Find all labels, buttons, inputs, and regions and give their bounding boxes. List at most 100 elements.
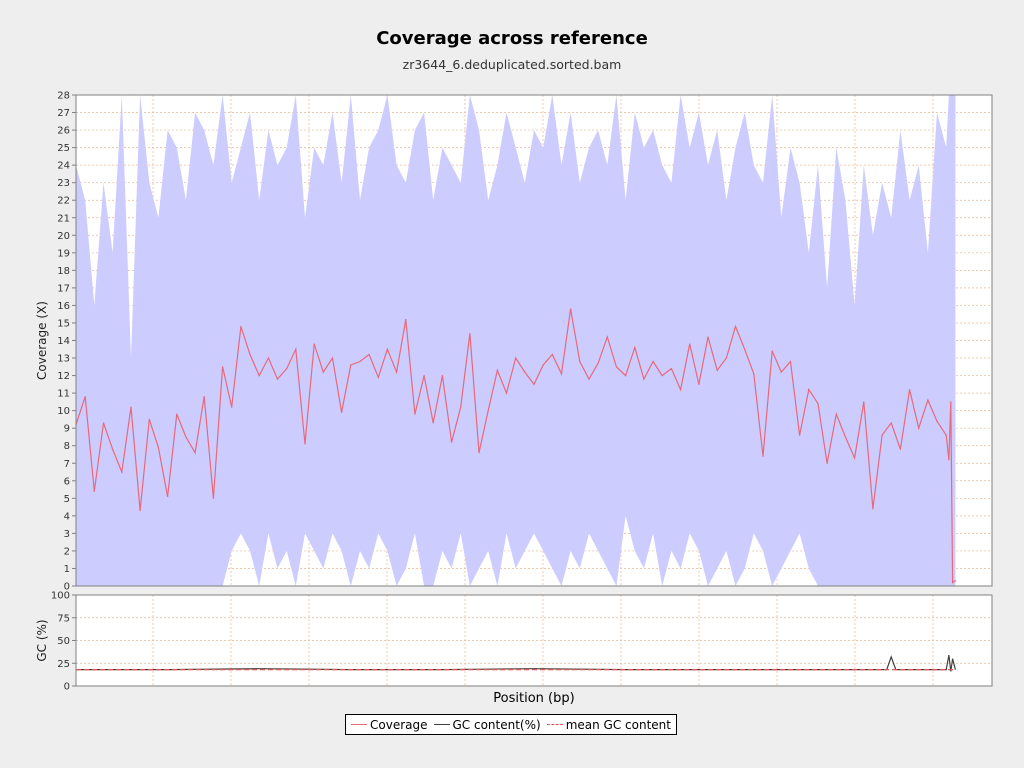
coverage-point	[854, 457, 855, 458]
y-tick-label-coverage: 3	[64, 529, 70, 540]
coverage-point	[891, 422, 892, 423]
coverage-point	[735, 326, 736, 327]
coverage-point	[469, 333, 470, 334]
coverage-point	[149, 419, 150, 420]
coverage-point	[872, 508, 873, 509]
y-tick-label-coverage: 22	[57, 196, 70, 207]
coverage-point	[478, 452, 479, 453]
coverage-point	[85, 396, 86, 397]
coverage-point	[845, 436, 846, 437]
y-tick-label-coverage: 1	[64, 564, 70, 575]
legend-label-mean-gc: mean GC content	[566, 718, 671, 732]
chart-canvas: 0123456789101112131415161718192021222324…	[0, 0, 1024, 768]
y-tick-label-coverage: 16	[57, 301, 70, 312]
coverage-point	[213, 498, 214, 499]
coverage-point	[799, 435, 800, 436]
coverage-point	[634, 347, 635, 348]
coverage-point	[341, 412, 342, 413]
coverage-point	[698, 384, 699, 385]
coverage-point	[332, 357, 333, 358]
y-tick-label-coverage: 23	[57, 178, 70, 189]
coverage-point	[552, 354, 553, 355]
coverage-point	[909, 389, 910, 390]
y-tick-label-coverage: 21	[57, 213, 70, 224]
coverage-point	[753, 373, 754, 374]
coverage-point	[378, 377, 379, 378]
coverage-point	[717, 370, 718, 371]
coverage-point	[387, 349, 388, 350]
coverage-point	[112, 449, 113, 450]
y-tick-label-coverage: 2	[64, 546, 70, 557]
y-tick-label-coverage: 10	[57, 406, 70, 417]
coverage-point	[671, 368, 672, 369]
coverage-point	[103, 422, 104, 423]
y-tick-label-gc: 25	[57, 659, 70, 670]
coverage-point	[369, 354, 370, 355]
coverage-point	[955, 580, 956, 581]
coverage-point	[952, 582, 953, 583]
coverage-point	[543, 364, 544, 365]
y-tick-label-gc: 75	[57, 613, 70, 624]
legend-item-gc: GC content(%)	[434, 718, 541, 732]
y-tick-label-coverage: 6	[64, 476, 70, 487]
legend-label-coverage: Coverage	[370, 718, 428, 732]
coverage-point	[827, 463, 828, 464]
coverage-point	[524, 371, 525, 372]
y-tick-label-gc: 50	[57, 636, 70, 647]
coverage-point	[314, 343, 315, 344]
y-tick-label-coverage: 5	[64, 494, 70, 505]
coverage-point	[231, 407, 232, 408]
legend-item-coverage: Coverage	[351, 718, 428, 732]
y-tick-label-coverage: 14	[57, 336, 70, 347]
y-tick-label-coverage: 12	[57, 371, 70, 382]
coverage-point	[946, 435, 947, 436]
coverage-point	[817, 403, 818, 404]
coverage-point	[707, 336, 708, 337]
coverage-point	[194, 452, 195, 453]
coverage-point	[863, 401, 864, 402]
coverage-point	[744, 349, 745, 350]
coverage-point	[259, 375, 260, 376]
legend-swatch-coverage	[351, 724, 367, 725]
coverage-point	[323, 371, 324, 372]
coverage-point	[277, 378, 278, 379]
coverage-point	[204, 396, 205, 397]
coverage-point	[607, 336, 608, 337]
coverage-point	[781, 371, 782, 372]
legend-item-mean-gc: mean GC content	[547, 718, 671, 732]
coverage-point	[900, 449, 901, 450]
coverage-point	[158, 447, 159, 448]
y-tick-label-coverage: 24	[57, 161, 70, 172]
y-tick-label-coverage: 13	[57, 354, 70, 365]
coverage-point	[689, 343, 690, 344]
coverage-point	[808, 389, 809, 390]
coverage-point	[295, 349, 296, 350]
x-axis-label: Position (bp)	[76, 691, 992, 706]
coverage-point	[662, 375, 663, 376]
coverage-point	[726, 357, 727, 358]
y-tick-label-coverage: 27	[57, 108, 70, 119]
y-tick-label-coverage: 26	[57, 126, 70, 137]
coverage-point	[936, 421, 937, 422]
y-tick-label-coverage: 4	[64, 511, 70, 522]
y-axis-label-coverage: Coverage (X)	[35, 301, 49, 380]
coverage-point	[414, 414, 415, 415]
y-tick-label-coverage: 8	[64, 441, 70, 452]
coverage-point	[772, 350, 773, 351]
coverage-point	[240, 326, 241, 327]
coverage-point	[948, 459, 949, 460]
coverage-point	[515, 357, 516, 358]
coverage-point	[433, 422, 434, 423]
coverage-point	[222, 366, 223, 367]
y-tick-label-coverage: 15	[57, 318, 70, 329]
coverage-point	[762, 456, 763, 457]
coverage-point	[643, 378, 644, 379]
coverage-point	[176, 414, 177, 415]
coverage-point	[286, 368, 287, 369]
coverage-point	[304, 443, 305, 444]
coverage-point	[598, 363, 599, 364]
y-tick-label-coverage: 19	[57, 248, 70, 259]
y-tick-label-coverage: 28	[57, 91, 70, 102]
y-tick-label-coverage: 17	[57, 283, 70, 294]
coverage-point	[680, 389, 681, 390]
